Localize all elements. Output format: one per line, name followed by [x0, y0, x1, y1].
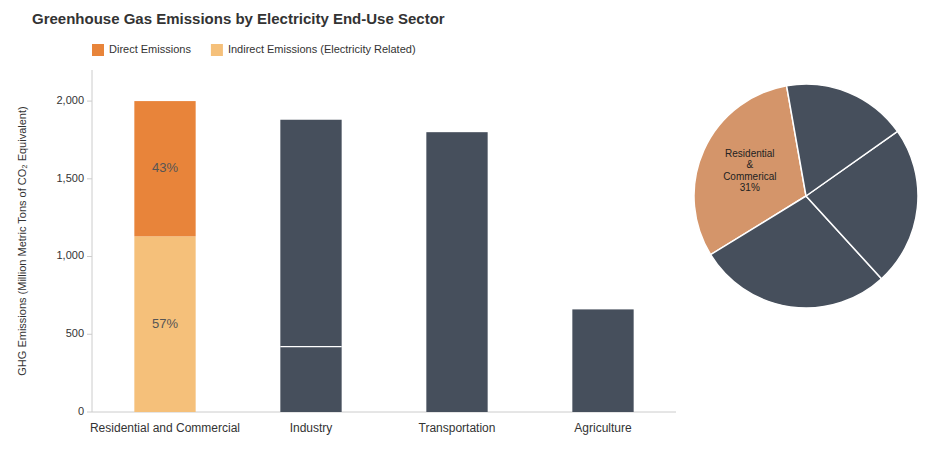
pie-label-line: Commerical — [723, 171, 776, 182]
y-tick-label: 0 — [78, 405, 84, 417]
legend-item: Direct Emissions — [92, 43, 191, 56]
y-axis-line — [92, 70, 93, 412]
x-tick-label: Residential and Commercial — [90, 421, 240, 435]
y-tick-label: 500 — [66, 327, 84, 339]
legend-swatch — [92, 44, 104, 56]
y-tick-label: 1,000 — [56, 249, 84, 261]
legend-label: Direct Emissions — [109, 43, 191, 55]
bar-segment — [426, 132, 487, 412]
bar-segment — [134, 101, 195, 236]
bar-segment — [134, 236, 195, 412]
chart-canvas: Greenhouse Gas Emissions by Electricity … — [0, 0, 936, 468]
chart-title: Greenhouse Gas Emissions by Electricity … — [32, 10, 445, 27]
pie-label-line: & — [746, 159, 753, 170]
pie-label: Residential&Commerical31% — [723, 148, 776, 194]
y-tick-label: 1,500 — [56, 172, 84, 184]
bar-segment — [572, 309, 633, 412]
pie-slice — [787, 84, 898, 196]
pie-label-line: 31% — [740, 182, 760, 193]
axes: 0 500 1,000 1,500 2,000 — [56, 70, 676, 417]
bar-segment — [280, 120, 341, 412]
segment-annotation: 57% — [152, 316, 178, 331]
y-axis-label: GHG Emissions (Million Metric Tons of CO… — [16, 106, 28, 375]
y-tick — [87, 334, 92, 335]
x-tick-label: Transportation — [419, 421, 496, 435]
pie-label-line: Residential — [725, 148, 774, 159]
legend-label: Indirect Emissions (Electricity Related) — [228, 43, 416, 55]
legend-item: Indirect Emissions (Electricity Related) — [211, 43, 416, 56]
segment-annotation: 43% — [152, 160, 178, 175]
bars — [134, 101, 633, 412]
bar-divider — [280, 346, 341, 347]
legend: Direct Emissions Indirect Emissions (Elec… — [92, 43, 416, 56]
legend-swatch — [211, 44, 223, 56]
x-tick-label: Agriculture — [574, 421, 632, 435]
y-tick — [87, 101, 92, 102]
y-tick — [87, 178, 92, 179]
x-tick-label: Industry — [290, 421, 333, 435]
y-tick — [87, 256, 92, 257]
y-tick — [87, 412, 92, 413]
y-tick-label: 2,000 — [56, 94, 84, 106]
pie: Residential&Commerical31% — [694, 84, 918, 308]
